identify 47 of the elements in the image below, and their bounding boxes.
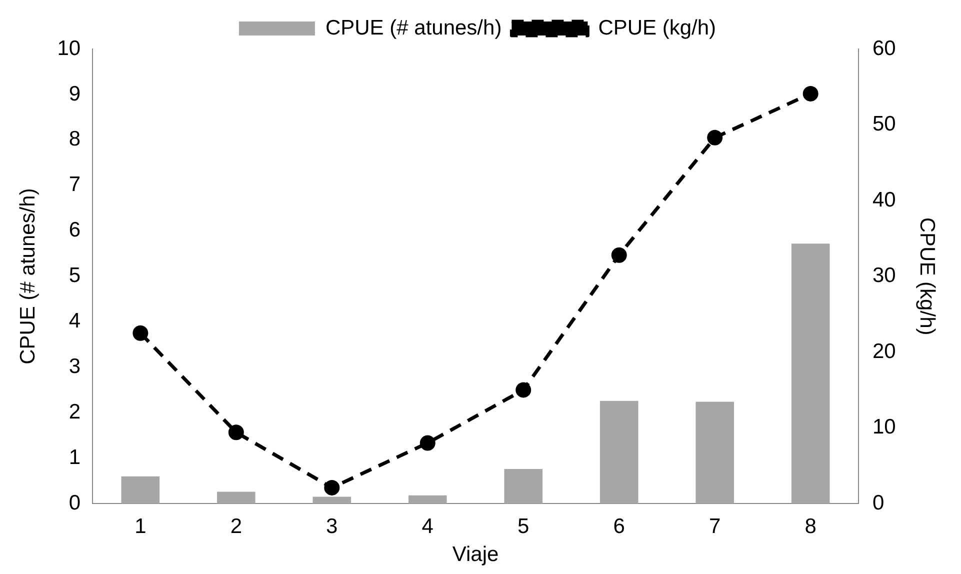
x-tick-label: 3 xyxy=(326,514,338,538)
legend-label: CPUE (# atunes/h) xyxy=(325,16,502,40)
bar xyxy=(312,496,352,504)
y-tick-label: 8 xyxy=(68,128,81,151)
bar xyxy=(217,492,256,504)
bar xyxy=(791,244,830,504)
point xyxy=(324,480,340,496)
y-tick-label: 5 xyxy=(68,264,81,288)
y-tick-label: 9 xyxy=(68,82,81,106)
point xyxy=(228,424,244,440)
y2-tick-label: 10 xyxy=(872,416,896,439)
bar xyxy=(696,402,734,504)
y-tick-label: 0 xyxy=(68,491,81,514)
point xyxy=(611,247,627,263)
y2-tick-label: 30 xyxy=(872,264,896,288)
bar xyxy=(504,469,543,504)
bar xyxy=(600,400,638,504)
y2-tick-label: 20 xyxy=(872,340,896,363)
y-tick-label: 4 xyxy=(68,310,81,333)
point xyxy=(516,382,532,398)
y-tick-label: 2 xyxy=(68,400,81,424)
x-tick-label: 1 xyxy=(134,514,146,538)
bar xyxy=(121,476,160,504)
y-tick-label: 6 xyxy=(68,218,81,242)
x-tick-label: 7 xyxy=(708,514,721,538)
y-tick-label: 3 xyxy=(68,355,81,378)
x-tick-label: 4 xyxy=(422,514,434,538)
point xyxy=(707,130,723,146)
y2-tick-label: 40 xyxy=(872,188,896,212)
x-axis-title: Viaje xyxy=(452,543,499,566)
x-tick-label: 2 xyxy=(230,514,242,538)
point xyxy=(132,325,148,341)
point xyxy=(802,86,818,102)
y-axis-title: CPUE (# atunes/h) xyxy=(16,188,40,364)
legend-label: CPUE (kg/h) xyxy=(598,16,716,40)
y2-tick-label: 0 xyxy=(872,491,884,514)
y-tick-label: 10 xyxy=(57,36,81,60)
y2-tick-label: 60 xyxy=(872,36,896,60)
y2-axis-title: CPUE (kg/h) xyxy=(916,217,939,336)
x-tick-label: 6 xyxy=(613,514,625,538)
bar xyxy=(408,495,447,504)
y2-tick-label: 50 xyxy=(872,112,896,136)
x-tick-label: 8 xyxy=(804,514,816,538)
x-tick-label: 5 xyxy=(518,514,530,538)
point xyxy=(420,435,436,451)
y-tick-label: 7 xyxy=(68,173,81,196)
y-tick-label: 1 xyxy=(68,446,81,469)
